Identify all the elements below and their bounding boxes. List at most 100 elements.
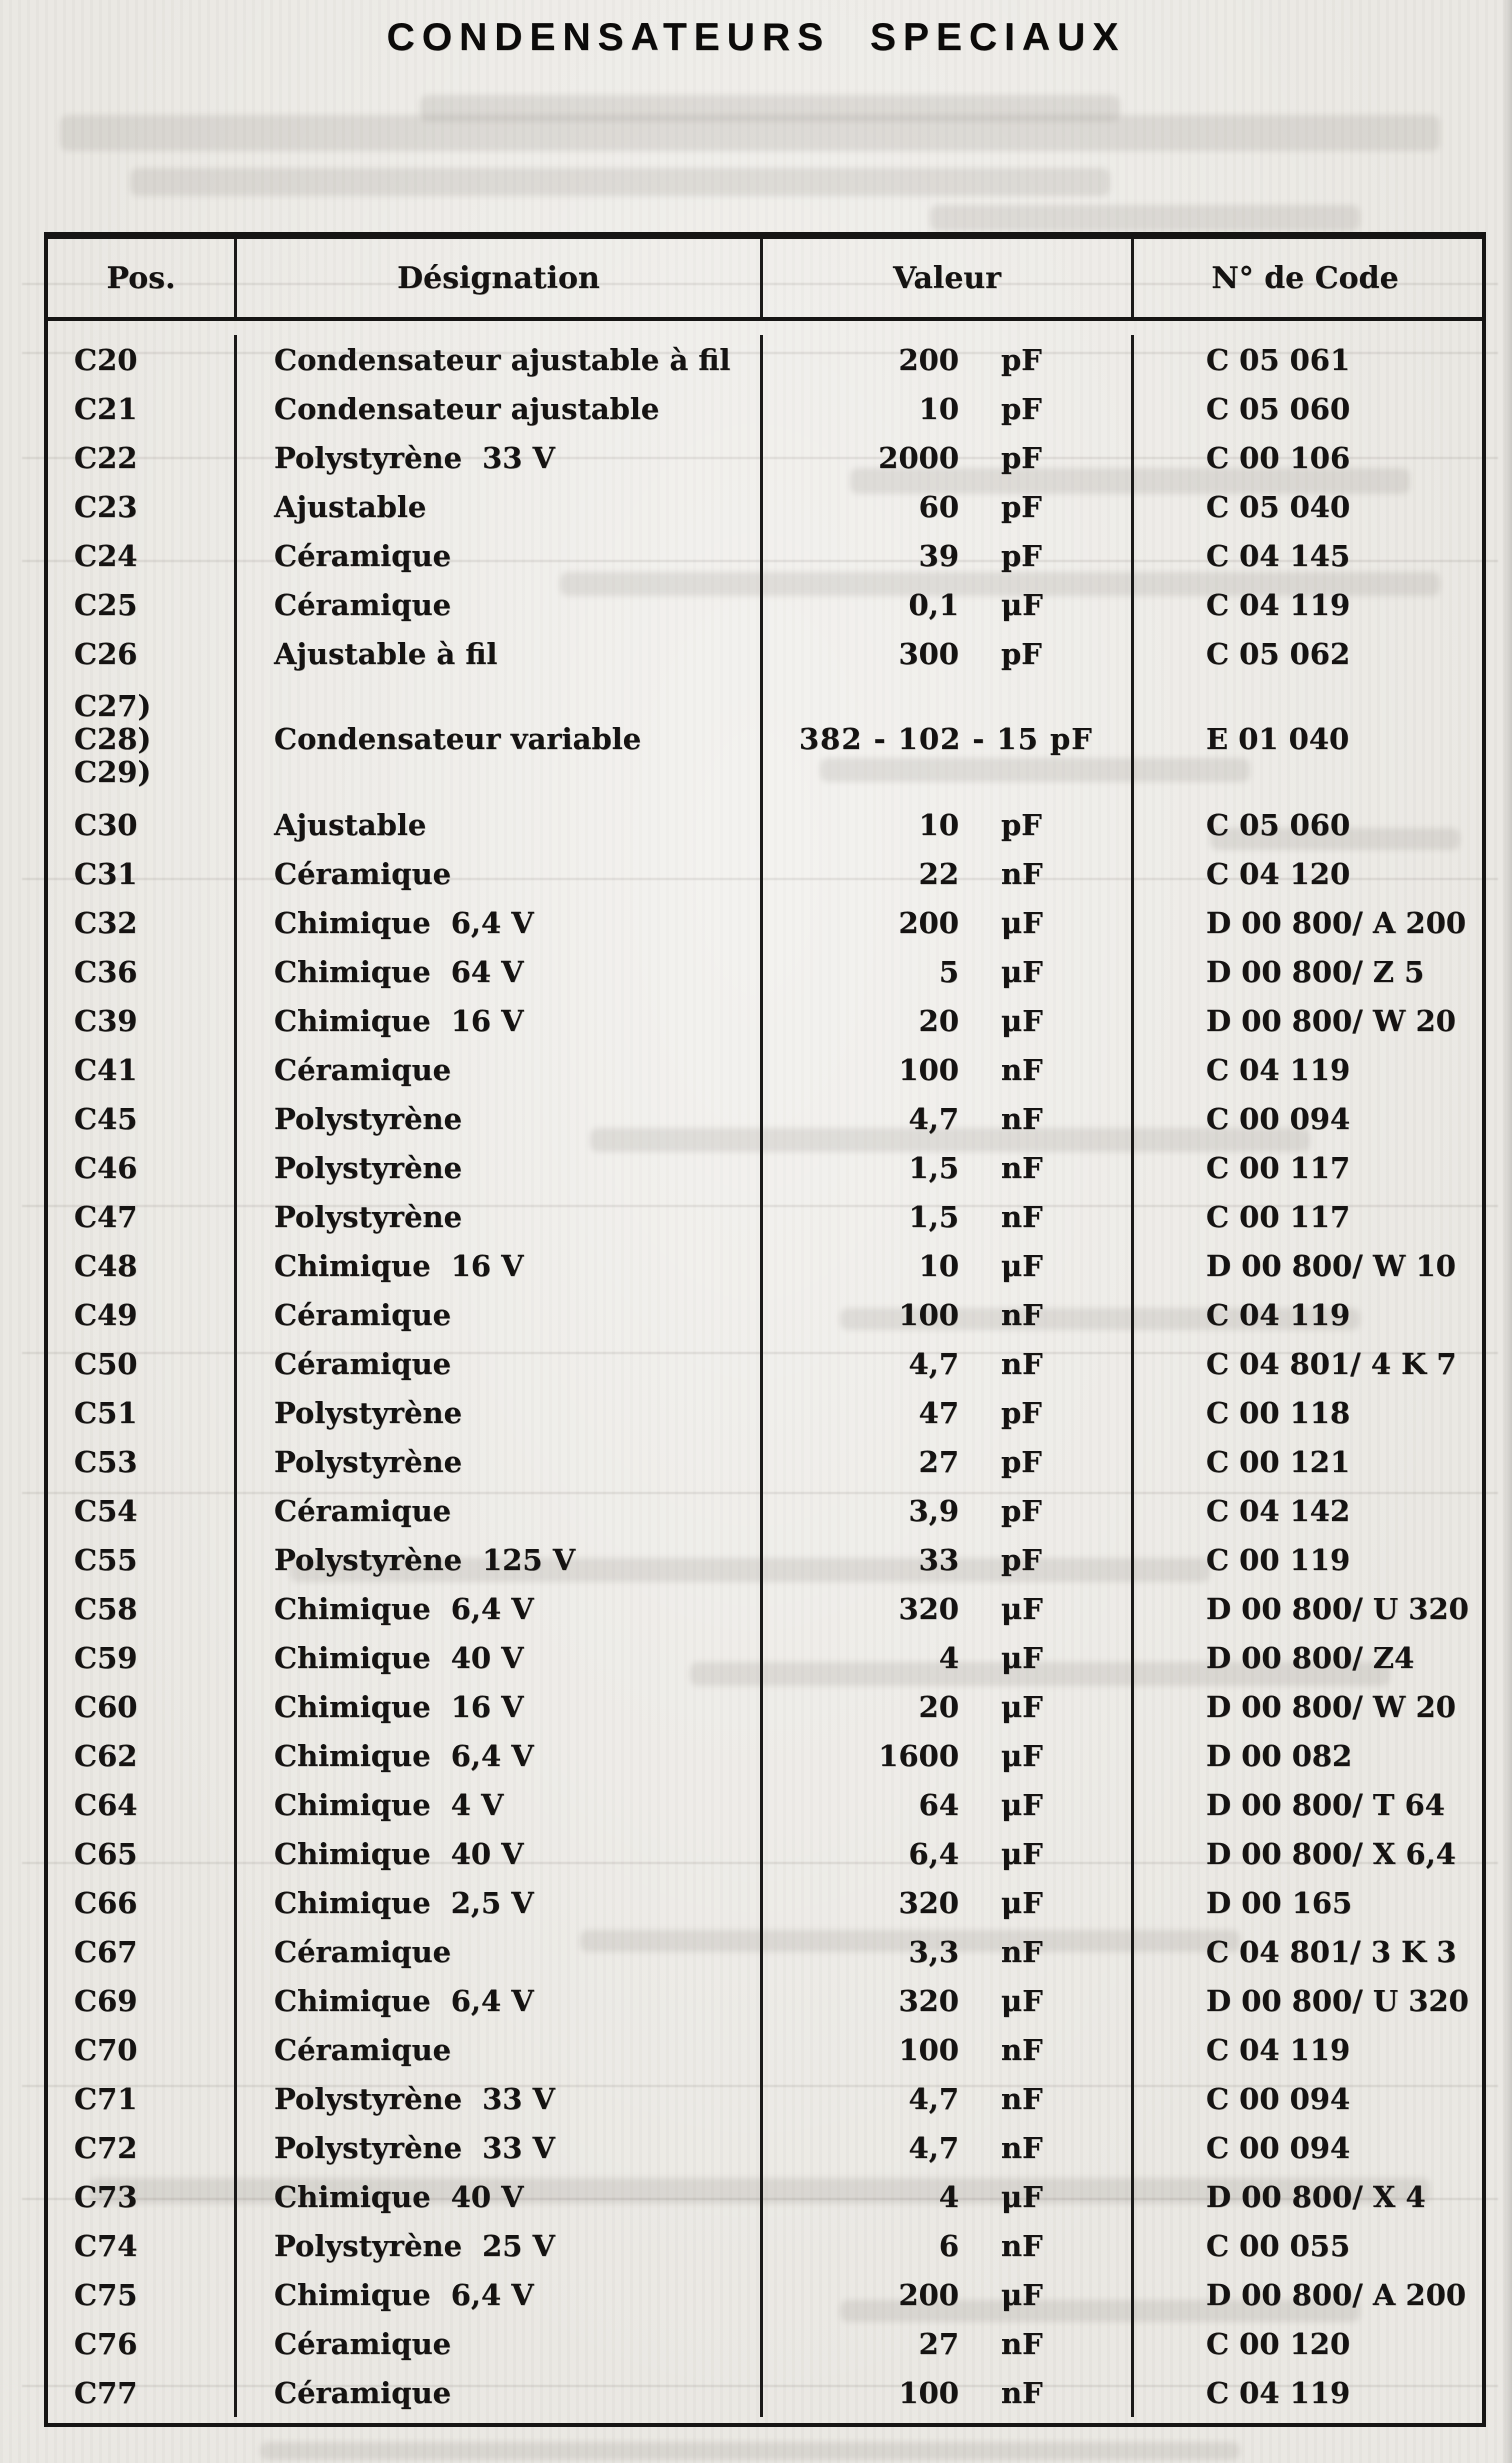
value-cell: 0,1 μF <box>760 580 1131 629</box>
pos-cell: C36 <box>74 954 138 989</box>
voltage-label: 6,4 V <box>450 1591 534 1626</box>
value-cell: 1,5 nF <box>760 1192 1131 1241</box>
pos-cell: C60 <box>74 1689 138 1724</box>
pos-cell: C41 <box>74 1052 138 1087</box>
bleedthrough-smudge <box>290 1558 1210 1582</box>
bleedthrough-smudge <box>590 1128 1310 1152</box>
unit-label: μF <box>1001 1787 1043 1822</box>
table-header-row: Pos. Désignation Valeur N° de Code <box>48 239 1482 321</box>
bleedthrough-smudge <box>1210 828 1460 850</box>
code-cell: C 04 119 <box>1131 1290 1476 1339</box>
unit-label: nF <box>1001 1199 1043 1234</box>
code-cell: C 04 801/ 4 K 7 <box>1131 1339 1476 1388</box>
table-row: C25 Céramique 0,1 μF C 04 119 <box>48 580 1482 629</box>
pos-cell: C55 <box>74 1542 138 1577</box>
value-label: 1600 <box>878 1738 959 1773</box>
pos-cell: C39 <box>74 1003 138 1038</box>
value-label: 33 <box>918 1542 959 1577</box>
table-row: C67 Céramique 3,3 nF C 04 801/ 3 K 3 <box>48 1927 1482 1976</box>
designation-cell: Céramique <box>234 531 760 580</box>
value-label: 100 <box>898 2375 959 2410</box>
designation-cell: Céramique <box>234 2025 760 2074</box>
unit-label: nF <box>1001 1297 1043 1332</box>
value-cell: 60 pF <box>760 482 1131 531</box>
designation-label: Polystyrène <box>274 1395 463 1430</box>
designation-label: Chimique <box>274 1640 431 1675</box>
designation-label: Ajustable <box>274 489 427 524</box>
table-row: C59 Chimique 40 V 4 μF D 00 800/ Z4 <box>48 1633 1482 1682</box>
table-row: C53 Polystyrène 27 pF C 00 121 <box>48 1437 1482 1486</box>
code-cell: D 00 800/ X 4 <box>1131 2172 1476 2221</box>
code-cell: C 00 121 <box>1131 1437 1476 1486</box>
designation-cell: Polystyrène <box>234 1094 760 1143</box>
code-cell: C 00 094 <box>1131 1094 1476 1143</box>
unit-label: μF <box>1001 1983 1043 2018</box>
unit-label: μF <box>1001 1885 1043 1920</box>
pos-cell: C26 <box>74 636 138 671</box>
table-row: C60 Chimique 16 V 20 μF D 00 800/ W 20 <box>48 1682 1482 1731</box>
code-cell: E 01 040 <box>1131 678 1476 800</box>
designation-cell: Polystyrène 33 V <box>234 2123 760 2172</box>
table-row: C21 Condensateur ajustable 10 pF C 05 060 <box>48 384 1482 433</box>
designation-label: Céramique <box>274 587 452 622</box>
header-valeur: Valeur <box>760 239 1131 317</box>
value-label: 27 <box>918 1444 959 1479</box>
code-cell: D 00 800/ T 64 <box>1131 1780 1476 1829</box>
designation-cell: Condensateur ajustable <box>234 384 760 433</box>
designation-cell: Condensateur ajustable à fil <box>234 335 760 384</box>
code-cell: C 00 055 <box>1131 2221 1476 2270</box>
designation-cell: Polystyrène <box>234 1143 760 1192</box>
voltage-label: 6,4 V <box>450 1983 534 2018</box>
code-cell: D 00 800/ W 20 <box>1131 996 1476 1045</box>
value-label: 4 <box>938 2179 959 2214</box>
value-label: 4,7 <box>908 2130 959 2165</box>
voltage-label: 16 V <box>450 1003 524 1038</box>
designation-cell: Polystyrène 125 V <box>234 1535 760 1584</box>
unit-label: μF <box>1001 1738 1043 1773</box>
table-row: C39 Chimique 16 V 20 μF D 00 800/ W 20 <box>48 996 1482 1045</box>
pos-cell: C76 <box>74 2326 138 2361</box>
table-row: C45 Polystyrène 4,7 nF C 00 094 <box>48 1094 1482 1143</box>
designation-label: Chimique <box>274 905 431 940</box>
voltage-label: 64 V <box>450 954 524 989</box>
code-cell: C 00 118 <box>1131 1388 1476 1437</box>
unit-label: pF <box>1001 1395 1042 1430</box>
unit-label: μF <box>1001 1248 1043 1283</box>
designation-label: Chimique <box>274 1738 431 1773</box>
unit-label: pF <box>1001 1444 1042 1479</box>
code-cell: D 00 800/ A 200 <box>1131 2270 1476 2319</box>
designation-label: Polystyrène <box>274 2081 463 2116</box>
value-label: 100 <box>898 1297 959 1332</box>
code-cell: C 00 120 <box>1131 2319 1476 2368</box>
designation-label: Céramique <box>274 856 452 891</box>
unit-label: μF <box>1001 2277 1043 2312</box>
bleedthrough-smudge <box>840 2300 1360 2322</box>
pos-cell: C72 <box>74 2130 138 2165</box>
designation-label: Polystyrène <box>274 2228 463 2263</box>
designation-label: Condensateur ajustable à fil <box>274 342 731 377</box>
table-row: C51 Polystyrène 47 pF C 00 118 <box>48 1388 1482 1437</box>
code-cell: C 04 120 <box>1131 849 1476 898</box>
designation-label: Polystyrène <box>274 440 463 475</box>
designation-cell: Polystyrène <box>234 1388 760 1437</box>
table-row: C41 Céramique 100 nF C 04 119 <box>48 1045 1482 1094</box>
table-row: C46 Polystyrène 1,5 nF C 00 117 <box>48 1143 1482 1192</box>
unit-label: pF <box>1001 342 1042 377</box>
designation-cell: Chimique 64 V <box>234 947 760 996</box>
designation-cell: Polystyrène 33 V <box>234 2074 760 2123</box>
unit-label: μF <box>1001 2179 1043 2214</box>
value-label: 22 <box>918 856 959 891</box>
table-row: C70 Céramique 100 nF C 04 119 <box>48 2025 1482 2074</box>
value-label: 4,7 <box>908 1346 959 1381</box>
value-cell: 5 μF <box>760 947 1131 996</box>
table-row: C31 Céramique 22 nF C 04 120 <box>48 849 1482 898</box>
voltage-label: 4 V <box>450 1787 504 1822</box>
pos-cell: C32 <box>74 905 138 940</box>
pos-cell: C25 <box>74 587 138 622</box>
value-label: 4,7 <box>908 1101 959 1136</box>
value-cell: 4 μF <box>760 2172 1131 2221</box>
header-designation: Désignation <box>234 239 760 317</box>
value-label: 6,4 <box>908 1836 959 1871</box>
value-label: 1,5 <box>908 1199 959 1234</box>
pos-cell: C74 <box>74 2228 138 2263</box>
